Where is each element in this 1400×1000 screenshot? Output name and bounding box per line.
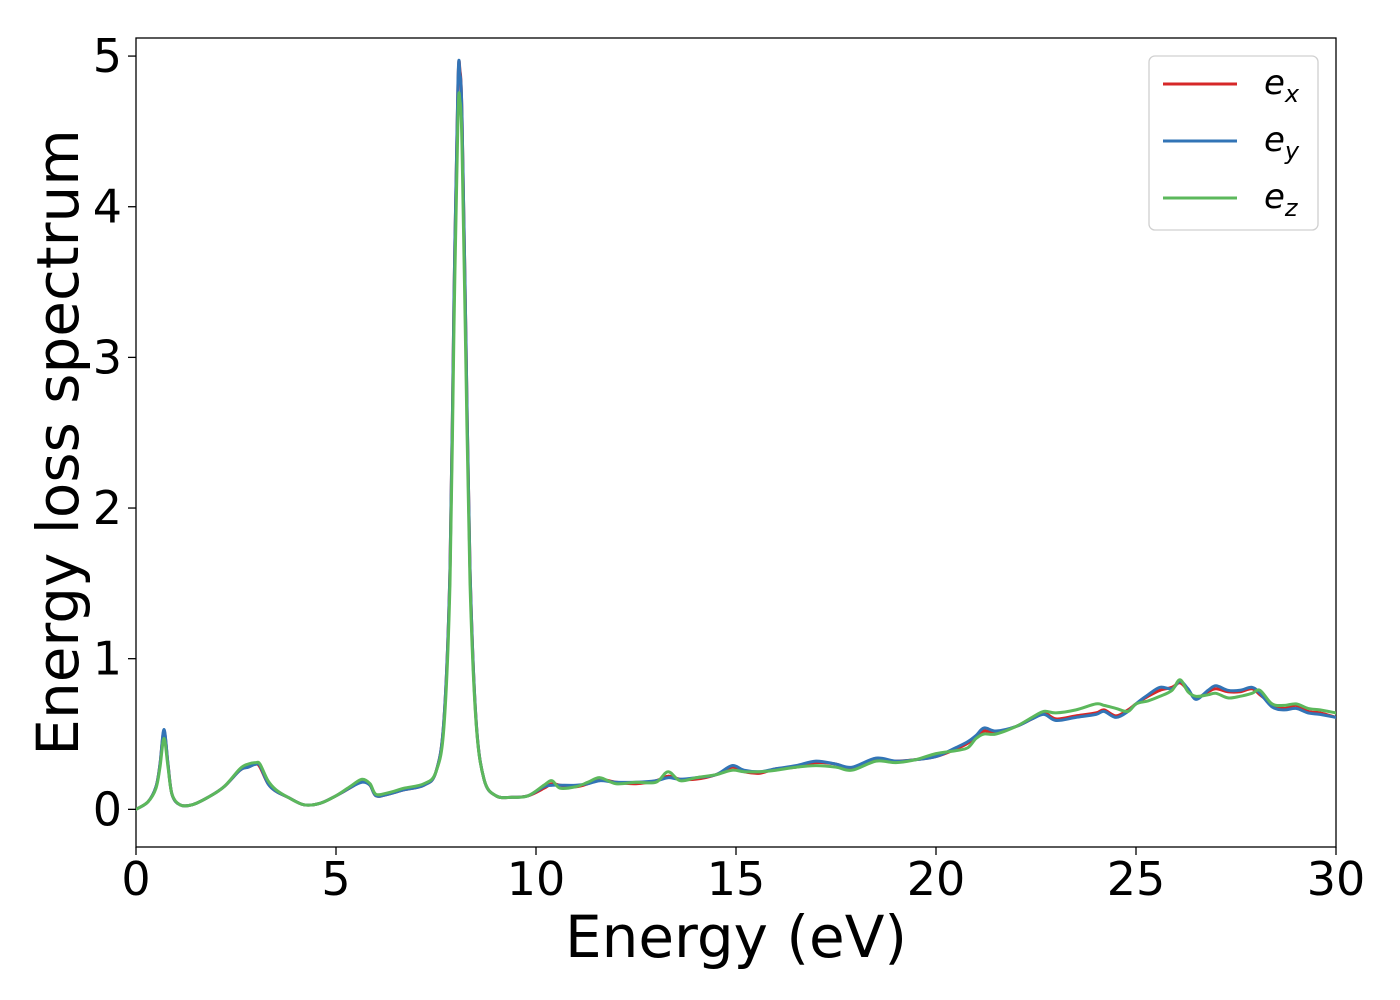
y-tick-label: 0 — [93, 782, 122, 836]
y-tick-label: 5 — [93, 29, 122, 83]
x-tick-label: 20 — [907, 852, 966, 906]
legend-item-z: ez — [1163, 177, 1299, 222]
y-tick-label: 3 — [93, 330, 122, 384]
y-axis-ticks: 0 1 2 3 4 5 — [93, 29, 136, 836]
y-tick-label: 1 — [93, 632, 122, 686]
legend-items: ex ey ez — [1163, 63, 1300, 222]
y-tick-label: 2 — [93, 481, 122, 535]
legend-label: ez — [1264, 177, 1299, 222]
legend-label: ex — [1264, 63, 1300, 108]
series-layer — [136, 58, 1336, 811]
series-line-z — [136, 91, 1336, 811]
x-tick-label: 0 — [121, 852, 150, 906]
legend: ex ey ez — [1148, 55, 1319, 231]
x-tick-label: 15 — [707, 852, 766, 906]
x-tick-label: 30 — [1307, 852, 1366, 906]
x-axis-ticks: 0 5 10 15 20 25 30 — [121, 847, 1365, 906]
legend-item-y: ey — [1163, 120, 1300, 165]
x-tick-label: 5 — [321, 852, 350, 906]
x-axis-title: Energy (eV) — [565, 903, 907, 971]
x-tick-label: 10 — [507, 852, 566, 906]
legend-box — [1148, 55, 1319, 231]
legend-label: ey — [1264, 120, 1300, 165]
legend-item-x: ex — [1163, 63, 1300, 108]
y-axis-title: Energy loss spectrum — [24, 129, 92, 755]
x-tick-label: 25 — [1107, 852, 1166, 906]
y-tick-label: 4 — [93, 180, 122, 234]
